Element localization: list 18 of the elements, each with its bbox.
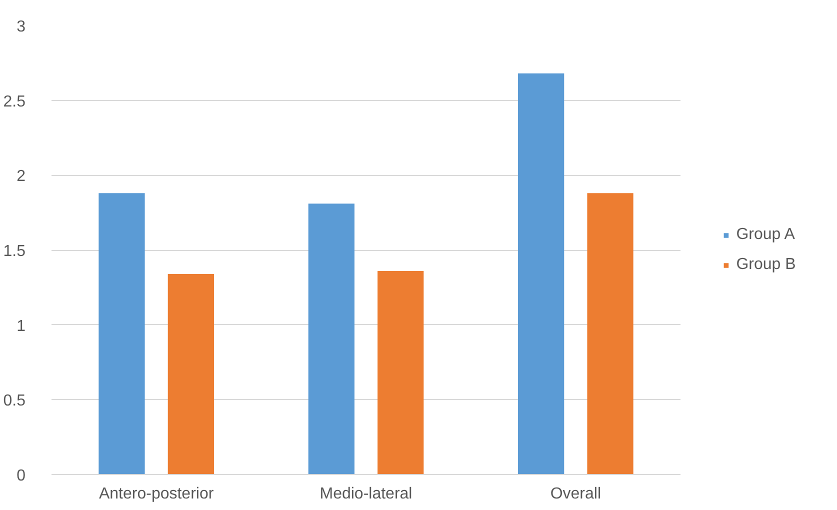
legend-label: Group B [736,256,796,274]
x-tick-label: Medio-lateral [320,486,412,502]
bar [518,73,564,474]
y-tick-label: 2 [16,168,26,186]
legend-label: Group A [736,226,795,244]
y-tick-label: 0 [16,468,26,484]
y-tick-label: 1.5 [3,243,26,260]
bar [98,193,145,474]
x-tick-label: Overall [550,486,602,502]
y-tick-label: 1 [16,318,26,335]
x-tick-label: Antero-posterior [98,486,214,502]
bar [308,204,354,474]
bar [168,274,214,474]
bar [587,193,634,474]
y-tick-label: 2.5 [3,93,26,110]
y-tick-label: 3 [16,18,26,36]
y-tick-label: 0.5 [3,392,26,410]
bar [378,270,424,474]
